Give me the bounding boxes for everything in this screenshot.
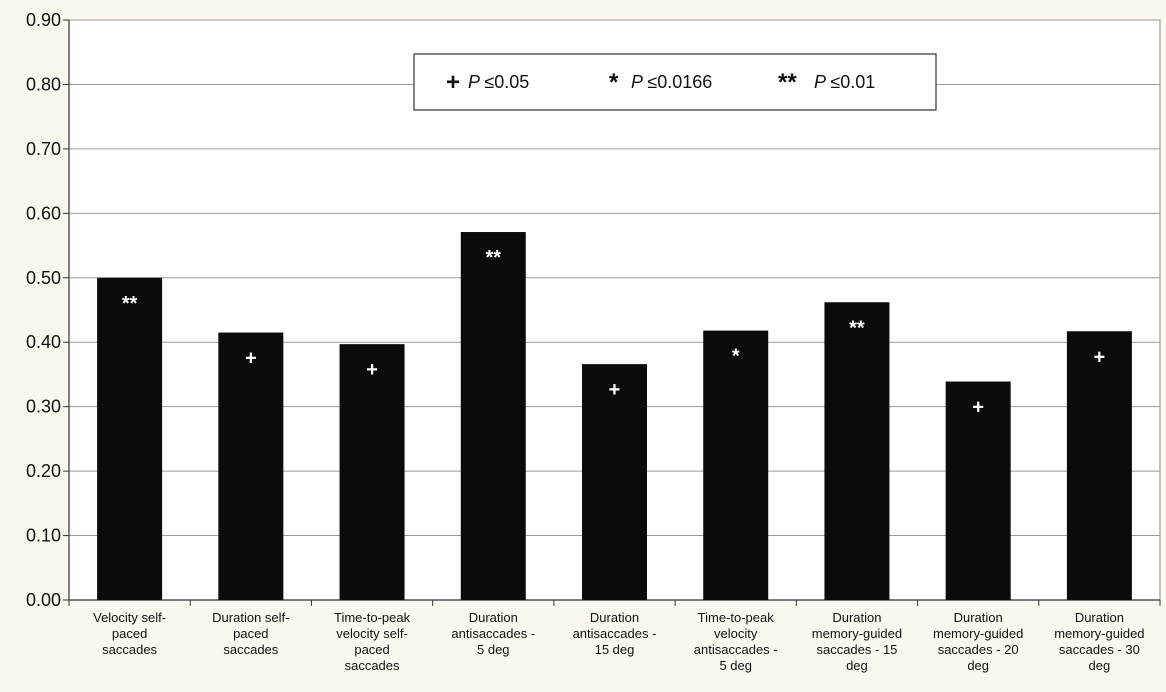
x-tick-label: Duration memory-guided saccades - 20 deg (933, 610, 1023, 673)
legend-symbol: ** (778, 69, 797, 96)
y-tick-label: 0.30 (26, 397, 61, 417)
x-tick-label: Time-to-peak velocity self-paced saccades (334, 610, 411, 673)
significance-marker: * (732, 346, 740, 368)
bar[interactable] (945, 381, 1011, 600)
legend-symbol: + (446, 69, 460, 96)
y-tick-label: 0.60 (26, 203, 61, 223)
legend-symbol: * (609, 69, 619, 96)
significance-marker: + (972, 397, 984, 419)
y-tick-label: 0.80 (26, 74, 61, 94)
y-tick-label: 0.20 (26, 461, 61, 481)
bar[interactable] (460, 232, 526, 600)
bar[interactable] (582, 364, 647, 600)
x-tick-label: Duration antisaccades -5 deg (451, 610, 535, 657)
x-tick-label: Time-to-peak velocity antisaccades -5 deg (694, 610, 778, 673)
x-tick-label: Duration memory-guided saccades - 30 deg (1054, 610, 1144, 673)
significance-marker: + (245, 348, 257, 370)
y-tick-label: 0.70 (26, 139, 61, 159)
significance-marker: + (1094, 346, 1106, 368)
legend-label: P ≤0.0166 (631, 72, 712, 92)
significance-marker: ** (849, 317, 865, 339)
legend-box (413, 53, 937, 111)
y-tick-label: 0.40 (26, 332, 61, 352)
x-tick-label: Duration self-paced saccades (212, 610, 289, 657)
x-tick-label: Duration memory-guided saccades - 15 deg (812, 610, 902, 673)
bar[interactable] (97, 277, 163, 600)
bar[interactable] (339, 344, 405, 600)
x-tick-label: Duration antisaccades -15 deg (573, 610, 657, 657)
y-tick-label: 0.10 (26, 526, 61, 546)
significance-marker: ** (485, 247, 501, 269)
y-tick-label: 0.50 (26, 268, 61, 288)
bar[interactable] (218, 332, 284, 600)
significance-marker: + (609, 379, 621, 401)
y-tick-label: 0.00 (26, 590, 61, 610)
legend-label: P ≤0.05 (468, 72, 529, 92)
bar[interactable] (824, 302, 890, 600)
y-tick-label: 0.90 (26, 10, 61, 30)
bar[interactable] (703, 330, 769, 600)
bar[interactable] (1066, 331, 1132, 600)
significance-marker: ** (122, 293, 138, 315)
significance-marker: + (366, 359, 378, 381)
x-tick-label: Velocity self-paced saccades (93, 610, 166, 657)
legend-label: P ≤0.01 (814, 72, 875, 92)
